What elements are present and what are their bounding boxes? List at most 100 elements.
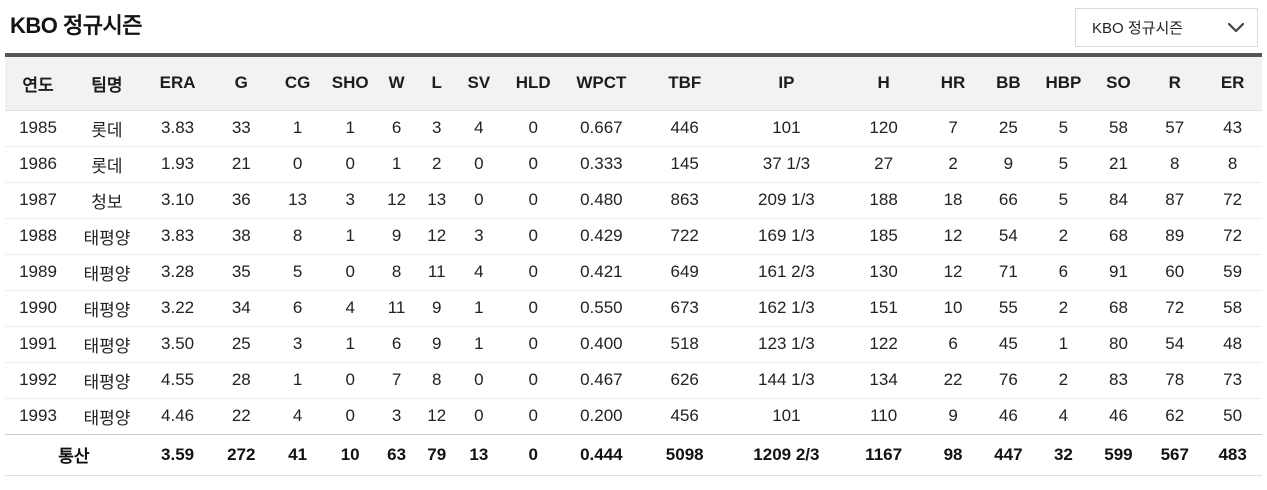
cell-er: 72: [1203, 218, 1262, 255]
total-cell-ip: 1209 2/3: [731, 433, 842, 476]
cell-g: 33: [212, 110, 271, 147]
cell-er: 72: [1203, 182, 1262, 219]
cell-sho: 0: [324, 254, 376, 291]
cell-cg: 3: [270, 326, 325, 363]
season-row-1991: 1991 태평양 3.50 25 3 1 6 9 1 0 0.400 518 123 1/3 122 6 45…: [5, 326, 1262, 363]
cell-hld: 0: [501, 146, 565, 183]
pitching-stats-table: 연도 팀명 ERA G CG SHO W L SV HLD WPCT TBF IP H HR BB HBP SO R…: [5, 53, 1262, 476]
chevron-down-icon: [1228, 22, 1244, 32]
total-cell-tbf: 5098: [638, 433, 732, 476]
cell-sv: 0: [455, 362, 502, 399]
cell-bb: 54: [980, 218, 1037, 255]
column-header-tbf: TBF: [638, 57, 732, 111]
total-cell-r: 567: [1146, 433, 1204, 476]
total-cell-bb: 447: [980, 433, 1037, 476]
cell-sho: 0: [324, 398, 376, 434]
total-cell-w: 63: [375, 433, 418, 476]
cell-r: 8: [1146, 146, 1204, 183]
season-row-1985: 1985 롯데 3.83 33 1 1 6 3 4 0 0.667 446 101 120 7 25 5 58 57…: [5, 110, 1262, 147]
cell-w: 6: [375, 110, 418, 147]
cell-cg: 6: [270, 290, 325, 327]
total-cell-l: 79: [417, 433, 456, 476]
cell-er: 50: [1203, 398, 1262, 434]
cell-team: 태평양: [70, 326, 143, 363]
cell-h: 27: [841, 146, 926, 183]
total-cell-sv: 13: [455, 433, 502, 476]
cell-r: 87: [1146, 182, 1204, 219]
cell-ip: 161 2/3: [731, 254, 842, 291]
cell-ip: 169 1/3: [731, 218, 842, 255]
cell-g: 35: [212, 254, 271, 291]
cell-hr: 18: [925, 182, 981, 219]
cell-era: 3.22: [142, 290, 213, 327]
column-header-ip: IP: [731, 57, 842, 111]
cell-year: 1988: [5, 218, 71, 255]
season-dropdown[interactable]: KBO 정규시즌: [1075, 8, 1258, 47]
cell-year: 1990: [5, 290, 71, 327]
total-cell-hld: 0: [501, 433, 565, 476]
cell-l: 3: [417, 110, 456, 147]
cell-g: 21: [212, 146, 271, 183]
cell-l: 2: [417, 146, 456, 183]
cell-wpct: 0.400: [564, 326, 639, 363]
cell-sv: 4: [455, 110, 502, 147]
season-row-1986: 1986 롯데 1.93 21 0 0 1 2 0 0 0.333 145 37 1/3 27 2 9 5 21 8…: [5, 146, 1262, 183]
cell-hbp: 5: [1036, 110, 1091, 147]
cell-ip: 162 1/3: [731, 290, 842, 327]
cell-wpct: 0.421: [564, 254, 639, 291]
cell-year: 1987: [5, 182, 71, 219]
total-cell-h: 1167: [841, 433, 926, 476]
cell-year: 1991: [5, 326, 71, 363]
cell-bb: 71: [980, 254, 1037, 291]
column-header-r: R: [1146, 57, 1204, 111]
total-cell-hbp: 32: [1036, 433, 1091, 476]
cell-er: 8: [1203, 146, 1262, 183]
page-title: KBO 정규시즌: [10, 13, 142, 38]
cell-wpct: 0.550: [564, 290, 639, 327]
cell-bb: 76: [980, 362, 1037, 399]
cell-r: 89: [1146, 218, 1204, 255]
top-bar: KBO 정규시즌 KBO 정규시즌: [0, 0, 1267, 53]
cell-hr: 7: [925, 110, 981, 147]
total-cell-wpct: 0.444: [564, 433, 639, 476]
cell-ip: 123 1/3: [731, 326, 842, 363]
cell-h: 134: [841, 362, 926, 399]
cell-so: 46: [1090, 398, 1147, 434]
cell-year: 1989: [5, 254, 71, 291]
cell-hr: 12: [925, 218, 981, 255]
cell-sho: 0: [324, 146, 376, 183]
cell-ip: 144 1/3: [731, 362, 842, 399]
cell-tbf: 722: [638, 218, 732, 255]
cell-bb: 46: [980, 398, 1037, 434]
cell-ip: 101: [731, 398, 842, 434]
season-row-1987: 1987 청보 3.10 36 13 3 12 13 0 0 0.480 863 209 1/3 188 1…: [5, 182, 1262, 219]
column-header-l: L: [417, 57, 456, 111]
column-header-team: 팀명: [70, 57, 143, 111]
cell-hbp: 2: [1036, 290, 1091, 327]
cell-year: 1993: [5, 398, 71, 434]
season-row-1992: 1992 태평양 4.55 28 1 0 7 8 0 0 0.467 626 144 1/3 134 22 7…: [5, 362, 1262, 399]
total-label: 통산: [5, 433, 143, 476]
cell-ip: 101: [731, 110, 842, 147]
cell-g: 36: [212, 182, 271, 219]
cell-era: 3.83: [142, 110, 213, 147]
cell-g: 25: [212, 326, 271, 363]
cell-era: 3.50: [142, 326, 213, 363]
cell-hld: 0: [501, 218, 565, 255]
cell-l: 8: [417, 362, 456, 399]
column-header-era: ERA: [142, 57, 213, 111]
cell-cg: 8: [270, 218, 325, 255]
cell-sv: 1: [455, 326, 502, 363]
cell-team: 태평양: [70, 254, 143, 291]
season-dropdown-value: KBO 정규시즌: [1092, 20, 1184, 37]
table-header-row: 연도 팀명 ERA G CG SHO W L SV HLD WPCT TBF IP H HR BB HBP SO R…: [5, 57, 1262, 111]
cell-tbf: 649: [638, 254, 732, 291]
cell-w: 3: [375, 398, 418, 434]
cell-cg: 0: [270, 146, 325, 183]
cell-w: 11: [375, 290, 418, 327]
cell-era: 4.55: [142, 362, 213, 399]
cell-so: 84: [1090, 182, 1147, 219]
column-header-sho: SHO: [324, 57, 376, 111]
cell-team: 롯데: [70, 110, 143, 147]
cell-cg: 4: [270, 398, 325, 434]
